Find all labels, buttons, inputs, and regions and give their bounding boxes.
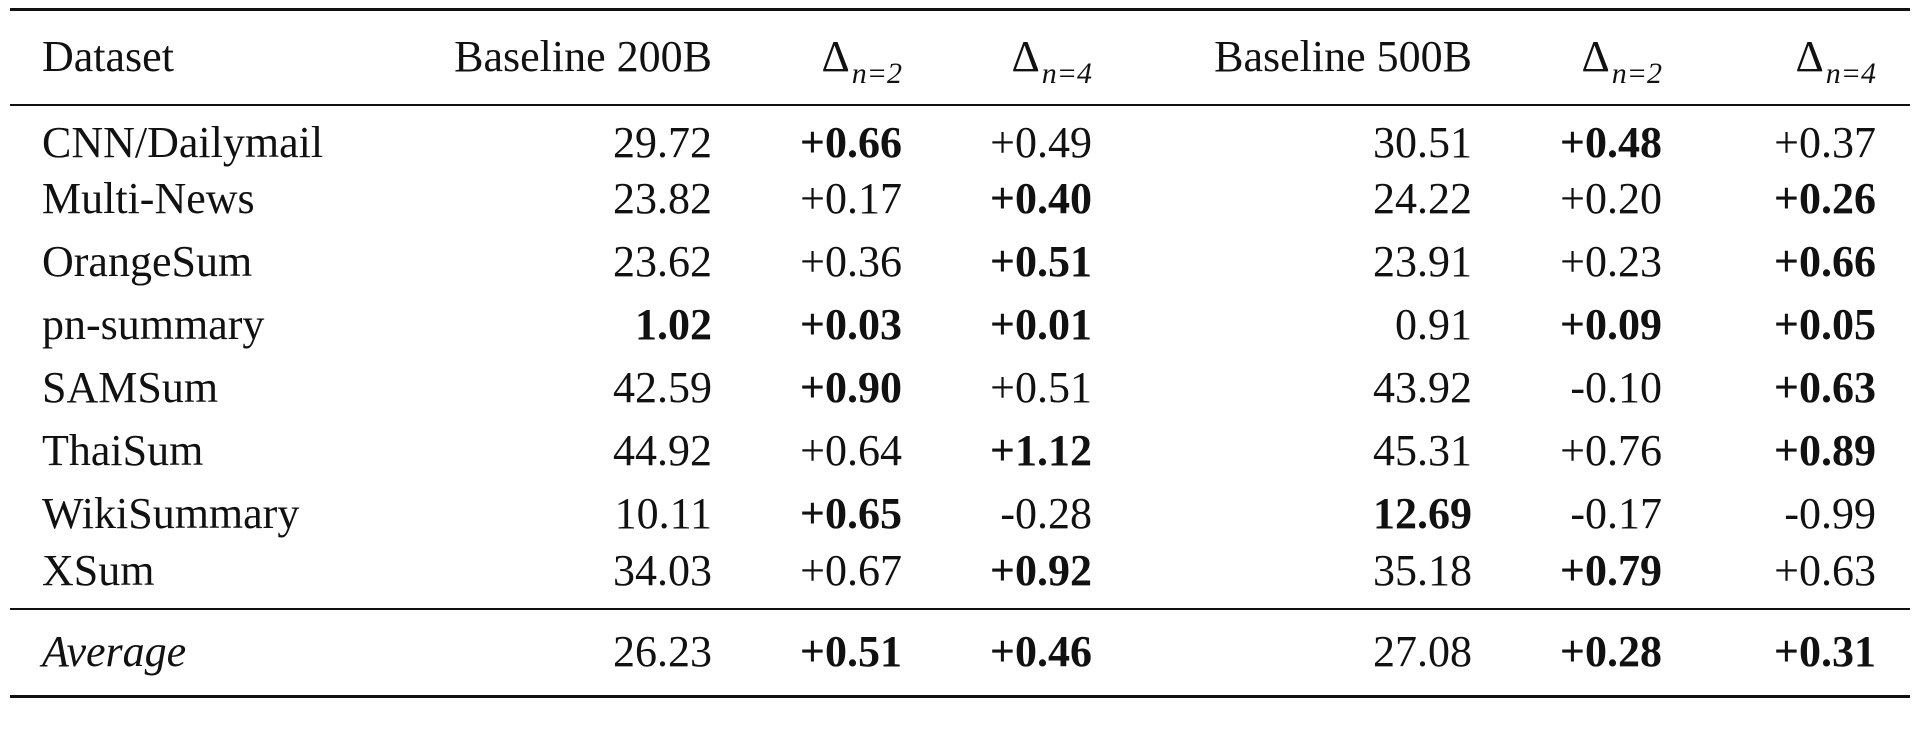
table-row: XSum 34.03 +0.67 +0.92 35.18 +0.79 +0.63 [10, 546, 1910, 609]
cell-baseline-500b: 45.31 [1373, 426, 1472, 475]
average-row: Average 26.23 +0.51 +0.46 27.08 +0.28 +0… [10, 607, 1910, 698]
cell-average-delta-n2-500b: +0.28 [1510, 607, 1700, 698]
cell-dataset: OrangeSum [42, 237, 253, 286]
table-row: pn-summary 1.02 +0.03 +0.01 0.91 +0.09 +… [10, 294, 1910, 357]
cell-delta-n4-500b: +0.05 [1773, 300, 1876, 349]
cell-dataset: ThaiSum [42, 426, 204, 475]
cell-delta-n4-500b: +0.37 [1774, 118, 1876, 167]
delta-symbol-group: Δn=2 [821, 32, 902, 89]
cell-dataset: WikiSummary [42, 489, 300, 538]
cell-delta-n4-500b: -0.99 [1784, 489, 1876, 538]
delta-symbol-group: Δn=2 [1581, 32, 1662, 89]
header-row: Dataset Baseline 200B Δn=2 Δn=4 Baseline… [10, 8, 1910, 106]
cell-baseline-500b: 0.91 [1395, 300, 1472, 349]
cell-delta-n2-200b: +0.67 [800, 546, 902, 595]
table-average-section: Average 26.23 +0.51 +0.46 27.08 +0.28 +0… [10, 607, 1910, 698]
cell-delta-n4-200b: +0.92 [989, 546, 1092, 595]
cell-baseline-200b: 34.03 [613, 546, 712, 595]
table-row: CNN/Dailymail 29.72 +0.66 +0.49 30.51 +0… [10, 105, 1910, 168]
cell-delta-n4-200b: +1.12 [989, 426, 1092, 475]
table-row: WikiSummary 10.11 +0.65 -0.28 12.69 -0.1… [10, 483, 1910, 546]
delta-subscript: n=4 [1041, 57, 1092, 91]
cell-dataset: Multi-News [42, 174, 255, 223]
delta-subscript: n=4 [1825, 57, 1876, 91]
cell-delta-n2-500b: -0.17 [1570, 489, 1662, 538]
results-table-container: Dataset Baseline 200B Δn=2 Δn=4 Baseline… [10, 8, 1910, 698]
delta-subscript: n=2 [1611, 57, 1662, 91]
cell-delta-n2-200b: +0.36 [800, 237, 902, 286]
delta-symbol: Δ [1011, 32, 1040, 82]
header-delta-n4-500b: Δn=4 [1700, 8, 1910, 106]
cell-dataset: XSum [42, 546, 155, 595]
cell-average-delta-n2-200b: +0.51 [750, 607, 940, 698]
cell-average-label: Average [10, 607, 410, 698]
cell-delta-n2-200b: +0.64 [800, 426, 902, 475]
cell-dataset: SAMSum [42, 363, 219, 412]
cell-baseline-500b: 24.22 [1373, 174, 1472, 223]
results-table: Dataset Baseline 200B Δn=2 Δn=4 Baseline… [10, 8, 1910, 698]
delta-symbol: Δ [1795, 32, 1824, 82]
cell-delta-n2-200b: +0.17 [800, 174, 902, 223]
cell-average-baseline-200b: 26.23 [410, 607, 750, 698]
cell-baseline-200b: 10.11 [614, 489, 712, 538]
delta-symbol-group: Δn=4 [1011, 32, 1092, 89]
cell-delta-n4-200b: +0.51 [990, 363, 1092, 412]
cell-delta-n4-200b: -0.28 [1000, 489, 1092, 538]
header-dataset: Dataset [10, 8, 410, 106]
cell-average-baseline-500b: 27.08 [1130, 607, 1510, 698]
cell-baseline-200b: 23.82 [613, 174, 712, 223]
table-row: ThaiSum 44.92 +0.64 +1.12 45.31 +0.76 +0… [10, 420, 1910, 483]
cell-dataset: pn-summary [42, 300, 265, 349]
cell-delta-n2-500b: +0.79 [1559, 546, 1662, 595]
cell-delta-n2-200b: +0.65 [799, 489, 902, 538]
cell-delta-n2-200b: +0.90 [799, 363, 902, 412]
delta-subscript: n=2 [851, 57, 902, 91]
cell-baseline-200b: 1.02 [635, 300, 712, 349]
cell-baseline-500b: 30.51 [1373, 118, 1472, 167]
cell-delta-n4-200b: +0.51 [989, 237, 1092, 286]
header-delta-n2-500b: Δn=2 [1510, 8, 1700, 106]
cell-delta-n2-200b: +0.66 [799, 118, 902, 167]
header-baseline-500b: Baseline 500B [1130, 8, 1510, 106]
cell-delta-n4-500b: +0.66 [1773, 237, 1876, 286]
cell-delta-n4-500b: +0.63 [1774, 546, 1876, 595]
cell-baseline-200b: 23.62 [613, 237, 712, 286]
cell-delta-n4-200b: +0.40 [989, 174, 1092, 223]
cell-baseline-200b: 29.72 [613, 118, 712, 167]
cell-delta-n4-500b: +0.89 [1773, 426, 1876, 475]
cell-baseline-200b: 42.59 [613, 363, 712, 412]
header-delta-n2-200b: Δn=2 [750, 8, 940, 106]
header-delta-n4-200b: Δn=4 [940, 8, 1130, 106]
table-row: Multi-News 23.82 +0.17 +0.40 24.22 +0.20… [10, 168, 1910, 231]
table-row: OrangeSum 23.62 +0.36 +0.51 23.91 +0.23 … [10, 231, 1910, 294]
cell-delta-n4-200b: +0.49 [990, 118, 1092, 167]
cell-baseline-500b: 43.92 [1373, 363, 1472, 412]
table-header: Dataset Baseline 200B Δn=2 Δn=4 Baseline… [10, 8, 1910, 106]
cell-baseline-500b: 12.69 [1373, 489, 1472, 538]
delta-symbol-group: Δn=4 [1795, 32, 1876, 89]
cell-baseline-500b: 35.18 [1373, 546, 1472, 595]
header-baseline-200b: Baseline 200B [410, 8, 750, 106]
delta-symbol: Δ [821, 32, 850, 82]
cell-delta-n2-200b: +0.03 [799, 300, 902, 349]
cell-baseline-200b: 44.92 [613, 426, 712, 475]
cell-dataset: CNN/Dailymail [42, 118, 324, 167]
cell-delta-n2-500b: +0.76 [1560, 426, 1662, 475]
cell-delta-n4-500b: +0.63 [1773, 363, 1876, 412]
delta-symbol: Δ [1581, 32, 1610, 82]
cell-delta-n2-500b: +0.09 [1559, 300, 1662, 349]
cell-delta-n2-500b: -0.10 [1570, 363, 1662, 412]
cell-baseline-500b: 23.91 [1373, 237, 1472, 286]
cell-delta-n2-500b: +0.20 [1560, 174, 1662, 223]
cell-average-delta-n4-500b: +0.31 [1700, 607, 1910, 698]
cell-delta-n4-500b: +0.26 [1773, 174, 1876, 223]
cell-delta-n2-500b: +0.48 [1559, 118, 1662, 167]
cell-delta-n4-200b: +0.01 [989, 300, 1092, 349]
cell-average-delta-n4-200b: +0.46 [940, 607, 1130, 698]
cell-delta-n2-500b: +0.23 [1560, 237, 1662, 286]
table-row: SAMSum 42.59 +0.90 +0.51 43.92 -0.10 +0.… [10, 357, 1910, 420]
table-body: CNN/Dailymail 29.72 +0.66 +0.49 30.51 +0… [10, 105, 1910, 609]
